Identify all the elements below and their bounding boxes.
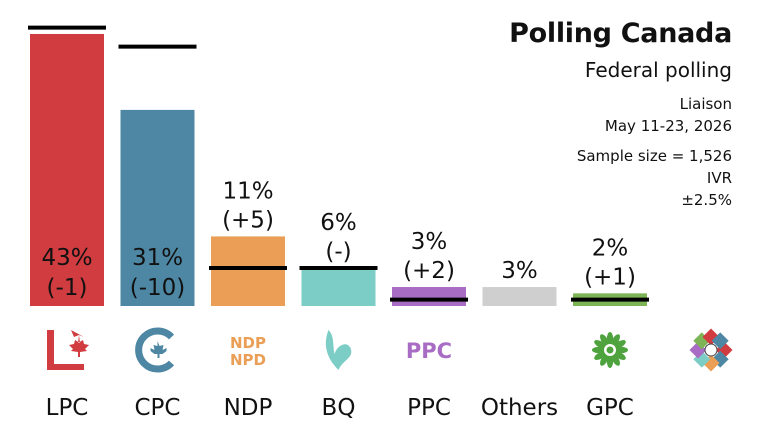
poll-method: IVR	[706, 169, 732, 187]
category-label-ppc: PPC	[407, 395, 451, 421]
category-label-gpc: GPC	[586, 395, 634, 421]
value-label-lpc: 43%	[41, 245, 92, 271]
bar-ndp	[211, 236, 285, 306]
poll-methodology: Sample size = 1,526 IVR ±2.5%	[577, 145, 732, 211]
category-label-lpc: LPC	[46, 395, 89, 421]
value-label-gpc: 2%	[592, 235, 629, 261]
bar-cpc	[120, 109, 195, 307]
lpc-logo-icon	[47, 330, 89, 370]
bar-lpc	[30, 33, 104, 306]
value-label-cpc: 31%	[132, 245, 183, 271]
svg-text:NPD: NPD	[230, 351, 266, 369]
bar-bq	[301, 268, 376, 306]
svg-text:NDP: NDP	[230, 334, 266, 352]
value-label-ndp: 11%	[222, 178, 273, 204]
category-label-cpc: CPC	[135, 395, 181, 421]
gpc-logo-icon	[592, 332, 628, 368]
change-label-lpc: (-1)	[47, 275, 88, 301]
change-label-ppc: (+2)	[403, 258, 455, 284]
pollster-name: Liaison	[679, 95, 732, 113]
category-label-others: Others	[481, 395, 558, 421]
chart-subtitle: Federal polling	[584, 58, 732, 82]
poll-dates: May 11-23, 2026	[604, 117, 732, 135]
change-label-ndp: (+5)	[222, 207, 274, 233]
margin-of-error: ±2.5%	[681, 191, 732, 209]
category-label-ndp: NDP	[224, 395, 273, 421]
cpc-logo-icon	[135, 327, 175, 373]
chart-title: Polling Canada	[509, 18, 732, 49]
category-label-bq: BQ	[322, 395, 356, 421]
bar-ppc	[392, 287, 466, 306]
value-label-others: 3%	[501, 258, 538, 284]
ppc-logo-icon: PPC	[406, 339, 452, 363]
bar-others	[482, 287, 557, 306]
change-label-cpc: (-10)	[130, 275, 186, 301]
value-label-bq: 6%	[320, 210, 357, 236]
polling-canada-logo-icon	[689, 328, 733, 372]
bq-logo-icon	[325, 330, 352, 370]
change-label-bq: (-)	[325, 239, 351, 265]
change-label-gpc: (+1)	[584, 264, 636, 290]
svg-text:PPC: PPC	[406, 339, 452, 363]
value-label-ppc: 3%	[411, 229, 448, 255]
poll-details: Liaison May 11-23, 2026	[605, 93, 732, 137]
sample-size: Sample size = 1,526	[576, 147, 732, 165]
